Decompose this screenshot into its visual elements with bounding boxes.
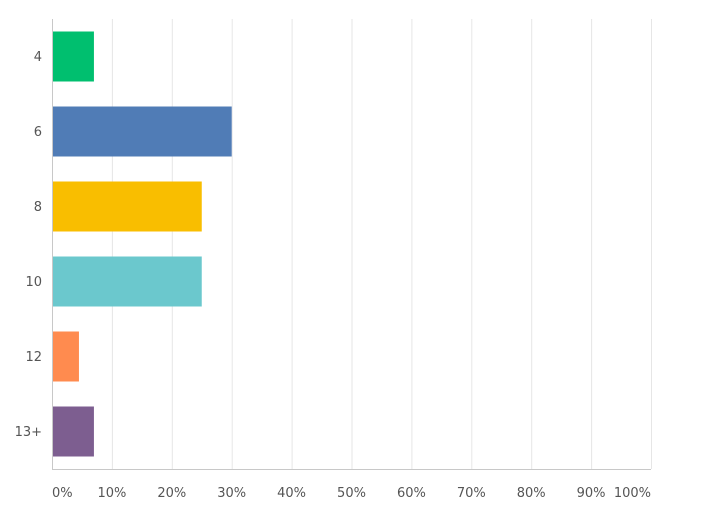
x-tick-label-50: 50% (337, 486, 366, 501)
bar-12 (53, 331, 79, 382)
x-tick-label-60: 60% (397, 486, 426, 501)
x-tick-label-0: 0% (52, 486, 73, 501)
x-tick-label-100: 100% (614, 486, 651, 501)
category-label-4: 4 (34, 50, 42, 65)
x-tick-label-20: 20% (157, 486, 186, 501)
category-label-10: 10 (25, 275, 42, 290)
category-label-13+: 13+ (15, 425, 42, 440)
grid-lines (111, 19, 652, 469)
x-tick-label-80: 80% (517, 486, 546, 501)
x-tick-label-30: 30% (217, 486, 246, 501)
x-tick-label-90: 90% (577, 486, 606, 501)
bar-10 (53, 256, 202, 307)
category-label-6: 6 (34, 125, 42, 140)
category-label-12: 12 (25, 350, 42, 365)
category-labels: 4 6 8 10 12 13+ (15, 50, 42, 440)
bar-13+ (53, 406, 94, 457)
x-tick-labels: 0% 10% 20% 30% 40% 50% 60% 70% 80% 90% 100% (52, 486, 651, 501)
bars (53, 31, 232, 457)
bar-4 (53, 31, 94, 82)
x-tick-label-40: 40% (277, 486, 306, 501)
category-label-8: 8 (34, 200, 42, 215)
bar-8 (53, 181, 202, 232)
x-tick-label-70: 70% (457, 486, 486, 501)
bar-6 (53, 106, 232, 157)
x-tick-label-10: 10% (97, 486, 126, 501)
